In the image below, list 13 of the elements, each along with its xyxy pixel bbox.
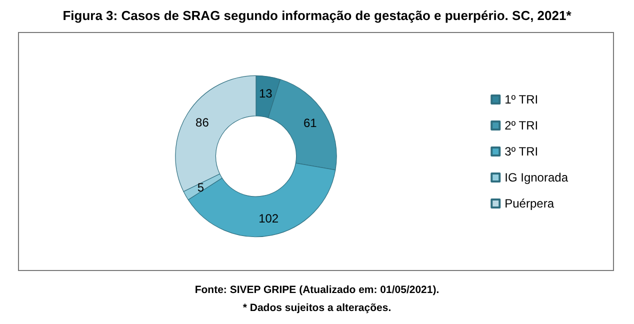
legend-label: 3º TRI [504,144,538,158]
source-note: Fonte: SIVEP GRIPE (Atualizado em: 01/05/2021). [194,284,440,296]
data-label: 5 [197,180,204,194]
legend-label: 1º TRI [504,92,538,106]
data-label: 86 [196,116,210,130]
chart-title: Figura 3: Casos de SRAG segundo informação de gestação e puerpério. SC, 2021* [62,8,572,23]
data-label: 102 [258,211,279,226]
data-label: 61 [303,116,318,130]
legend-label: 2º TRI [504,118,538,132]
text: * Dados sujeitos a alterações. [242,302,392,314]
data-label: 13 [258,86,273,101]
legend-label: IG Ignorada [504,170,568,184]
legend-label: Puérpera [504,196,554,210]
